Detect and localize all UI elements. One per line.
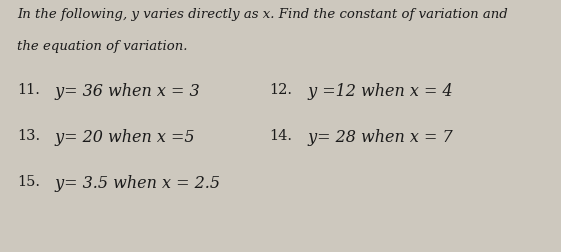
Text: 11.: 11. bbox=[17, 83, 40, 97]
Text: y= 20 when x =5: y= 20 when x =5 bbox=[50, 129, 195, 145]
Text: y= 3.5 when x = 2.5: y= 3.5 when x = 2.5 bbox=[50, 174, 220, 191]
Text: y= 28 when x = 7: y= 28 when x = 7 bbox=[303, 129, 453, 145]
Text: the equation of variation.: the equation of variation. bbox=[17, 40, 187, 53]
Text: 12.: 12. bbox=[269, 83, 292, 97]
Text: 15.: 15. bbox=[17, 174, 40, 188]
Text: 13.: 13. bbox=[17, 129, 40, 142]
Text: In the following, y varies directly as x. Find the constant of variation and: In the following, y varies directly as x… bbox=[17, 8, 508, 20]
Text: y =12 when x = 4: y =12 when x = 4 bbox=[303, 83, 453, 100]
Text: 14.: 14. bbox=[269, 129, 292, 142]
Text: y= 36 when x = 3: y= 36 when x = 3 bbox=[50, 83, 200, 100]
